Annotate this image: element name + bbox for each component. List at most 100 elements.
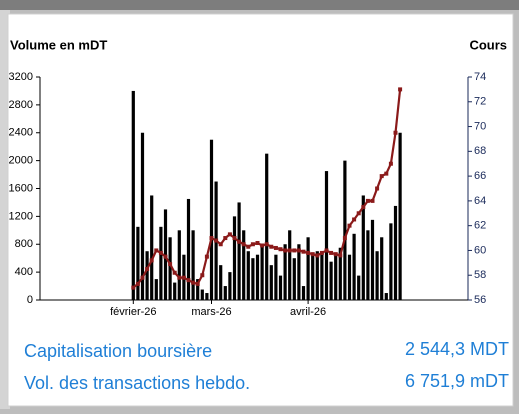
- price-point: [241, 242, 246, 247]
- bar: [338, 247, 342, 300]
- price-point: [154, 248, 159, 253]
- bar: [278, 275, 283, 300]
- bar: [200, 289, 204, 300]
- price-point: [292, 248, 297, 253]
- bar: [370, 219, 375, 300]
- bar: [347, 254, 352, 300]
- price-point: [186, 278, 191, 283]
- bar: [136, 226, 140, 300]
- y-tick-label: 2800: [9, 99, 33, 111]
- price-point: [375, 186, 380, 191]
- bar: [361, 195, 365, 300]
- bar: [352, 233, 356, 300]
- price-point: [232, 236, 237, 241]
- price-point: [264, 242, 269, 247]
- price-point: [149, 258, 154, 263]
- bar: [398, 132, 402, 300]
- price-point: [237, 239, 242, 244]
- bar: [334, 254, 338, 300]
- bar: [297, 244, 301, 300]
- price-point: [306, 250, 311, 255]
- bar: [140, 132, 145, 300]
- price-point: [384, 171, 389, 176]
- price-point: [204, 254, 209, 259]
- price-point: [140, 275, 145, 280]
- price-point: [191, 280, 196, 285]
- price-point: [195, 281, 200, 286]
- bar: [389, 223, 393, 300]
- y2-tick-label: 60: [474, 244, 486, 256]
- y2-tick-label: 74: [474, 71, 486, 83]
- price-point: [214, 238, 219, 243]
- y2-tick-label: 58: [474, 269, 486, 281]
- bar: [384, 293, 388, 300]
- y-tick-label: 2400: [9, 127, 33, 139]
- price-point: [370, 198, 375, 203]
- price-point: [145, 267, 150, 272]
- info-label: Vol. des transactions hebdo.: [24, 373, 250, 393]
- bar: [320, 254, 324, 300]
- price-point: [283, 248, 288, 253]
- price-point: [223, 236, 228, 241]
- price-point: [135, 281, 140, 286]
- side-strip: [0, 10, 10, 409]
- price-point: [342, 236, 347, 241]
- bar: [232, 216, 237, 300]
- bar: [219, 265, 223, 300]
- bar: [315, 251, 319, 300]
- y-tick-label: 800: [15, 238, 33, 250]
- bar: [274, 254, 278, 300]
- y2-axis-title: Cours: [469, 37, 507, 52]
- price-point: [255, 241, 260, 246]
- bar: [237, 202, 241, 300]
- y-tick-label: 0: [27, 294, 33, 306]
- bar: [301, 286, 306, 300]
- x-tick-label: avril-26: [290, 306, 326, 318]
- price-point: [227, 232, 232, 237]
- bar: [393, 205, 398, 300]
- bar: [366, 230, 370, 300]
- bar: [375, 251, 379, 300]
- price-point: [200, 273, 205, 278]
- price-point: [310, 252, 315, 257]
- price-point: [361, 205, 366, 210]
- y2-tick-label: 66: [474, 170, 486, 182]
- price-point: [333, 252, 338, 257]
- bar: [159, 226, 163, 300]
- y-tick-label: 1600: [9, 182, 33, 194]
- price-point: [365, 198, 370, 203]
- bar: [246, 251, 250, 300]
- bar: [191, 230, 195, 300]
- bar: [306, 237, 310, 300]
- info-value: 2 544,3 MDT: [405, 339, 509, 359]
- price-point: [398, 87, 403, 92]
- bar: [288, 230, 292, 300]
- price-point: [278, 247, 283, 252]
- bar: [209, 139, 214, 300]
- price-point: [172, 270, 177, 275]
- price-point: [250, 242, 255, 247]
- price-point: [287, 248, 292, 253]
- price-point: [131, 285, 136, 290]
- price-point: [269, 244, 274, 249]
- price-point: [315, 253, 320, 258]
- bar: [357, 275, 361, 300]
- bar: [186, 198, 191, 300]
- bar: [173, 282, 177, 300]
- y-tick-label: 1200: [9, 210, 33, 222]
- price-point: [273, 245, 278, 250]
- y2-tick-label: 70: [474, 120, 486, 132]
- top-bar: [0, 0, 519, 10]
- bar: [324, 171, 329, 300]
- bar: [131, 90, 135, 300]
- y-tick-label: 3200: [9, 71, 33, 83]
- price-point: [177, 275, 182, 280]
- price-point: [260, 243, 265, 248]
- bar: [269, 265, 273, 300]
- bar: [177, 230, 181, 300]
- bar: [255, 254, 260, 300]
- price-point: [388, 161, 393, 166]
- price-point: [163, 254, 168, 259]
